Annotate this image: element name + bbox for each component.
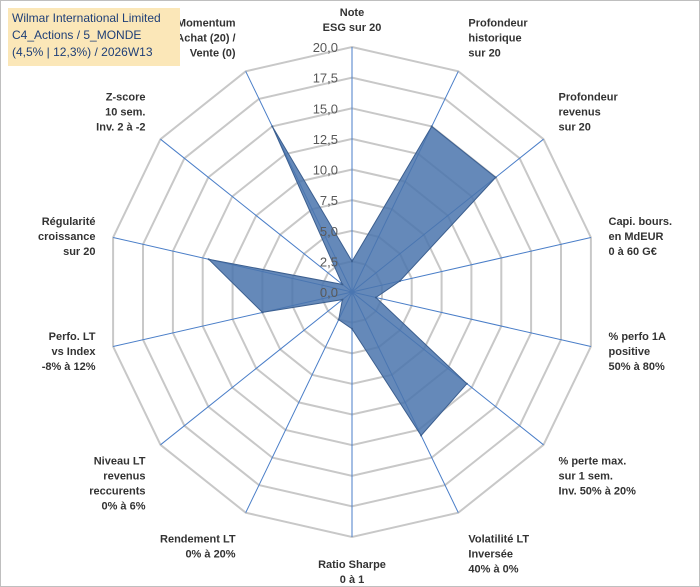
radar-series [207, 125, 497, 437]
axis-label-line: % perte max. [559, 456, 627, 468]
spoke-line [160, 138, 353, 293]
axis-label-2: Profondeur revenus sur 20 [559, 92, 619, 134]
tick-label: 12,5 [313, 132, 338, 147]
axis-label-7: Ratio Sharpe 0 à 1 [318, 559, 386, 586]
data-point [351, 260, 353, 263]
axis-label-line: Perfo. LT [49, 331, 96, 343]
axis-label-line: sur 20 [63, 246, 95, 258]
axis-label-line: vs Index [51, 346, 96, 358]
data-point [430, 125, 433, 128]
axis-label-line: 10 sem. [105, 107, 145, 119]
spoke-line [245, 291, 353, 513]
axis-label-line: Profondeur [559, 92, 619, 104]
data-point [374, 296, 377, 299]
data-point [271, 125, 274, 128]
axis-label-line: 0% à 6% [101, 501, 145, 513]
tick-label: 10,0 [313, 163, 338, 178]
axis-label-line: Inv. 50% à 20% [559, 486, 637, 498]
axis-label-6: Volatilité LT Inversée 40% à 0% [468, 533, 529, 575]
axis-label-line: croissance [38, 231, 95, 243]
data-point [207, 258, 210, 261]
axis-label-line: Note [340, 7, 364, 19]
spoke-line [160, 291, 353, 446]
tick-label: 7,5 [320, 193, 338, 208]
axis-label-13: Momentum Achat (20) / Vente (0) [176, 18, 236, 60]
tick-label: 2,5 [320, 254, 338, 269]
axis-label-line: Momentum [177, 18, 236, 30]
tick-label: 15,0 [313, 101, 338, 116]
data-point [351, 327, 353, 330]
axis-label-line: Capi. bours. [609, 216, 673, 228]
axis-label-line: 40% à 0% [468, 563, 518, 575]
category-label: C4_Actions / 5_MONDE [12, 28, 142, 42]
axis-label-10: Perfo. LT vs Index -8% à 12% [42, 331, 97, 373]
data-point [398, 280, 401, 283]
tick-label: 17,5 [313, 71, 338, 86]
axis-label-line: sur 20 [468, 48, 500, 60]
axis-label-line: revenus [103, 471, 145, 483]
data-point [337, 318, 340, 321]
axis-label-line: historique [468, 33, 521, 45]
axis-label-line: ESG sur 20 [323, 22, 382, 34]
axis-label-line: % perfo 1A [609, 331, 667, 343]
axis-label-line: Z-score [106, 92, 146, 104]
axis-label-line: Vente (0) [190, 48, 236, 60]
tick-label: 0,0 [320, 285, 338, 300]
axis-label-0: Note ESG sur 20 [323, 7, 382, 34]
axis-label-line: Rendement LT [160, 533, 236, 545]
axis-label-line: -8% à 12% [42, 361, 96, 373]
axis-label-line: 0% à 20% [185, 548, 235, 560]
axis-label-line: revenus [559, 107, 601, 119]
axis-label-line: Volatilité LT [468, 533, 529, 545]
spoke-line [351, 291, 592, 347]
axis-label-line: sur 1 sem. [559, 471, 613, 483]
axis-label-line: Régularité [42, 216, 96, 228]
axis-label-3: Capi. bours. en MdEUR 0 à 60 G€ [609, 216, 673, 258]
axis-label-line: reccurents [89, 486, 145, 498]
axis-label-line: Inversée [468, 548, 513, 560]
data-point [465, 382, 468, 385]
axis-label-line: Ratio Sharpe [318, 559, 386, 571]
axis-label-line: Niveau LT [94, 456, 146, 468]
axis-label-1: Profondeur historique sur 20 [468, 18, 528, 60]
data-point [420, 434, 423, 437]
axis-label-line: positive [609, 346, 651, 358]
axis-label-9: Niveau LT revenus reccurents 0% à 6% [89, 456, 146, 513]
info-box: Wilmar International Limited C4_Actions … [8, 8, 180, 66]
axis-label-line: Achat (20) / [176, 33, 235, 45]
data-point [494, 176, 497, 179]
axis-label-5: % perte max. sur 1 sem. Inv. 50% à 20% [559, 456, 637, 498]
axis-label-line: 0 à 60 G€ [609, 246, 657, 258]
axis-label-11: Régularité croissance sur 20 [38, 216, 95, 258]
stats-label: (4,5% | 12,3%) / 2026W13 [12, 45, 153, 59]
tick-label: 5,0 [320, 224, 338, 239]
axis-label-line: Inv. 2 à -2 [96, 122, 145, 134]
axis-label-line: Profondeur [468, 18, 528, 30]
axis-label-line: en MdEUR [609, 231, 664, 243]
data-point [261, 311, 264, 314]
axis-label-line: 50% à 80% [609, 361, 665, 373]
company-name: Wilmar International Limited [12, 11, 161, 25]
axis-label-line: sur 20 [559, 122, 591, 134]
axis-label-12: Z-score 10 sem. Inv. 2 à -2 [96, 92, 145, 134]
data-point [341, 298, 344, 301]
axis-label-line: 0 à 1 [340, 574, 364, 586]
tick-label: 20,0 [313, 40, 338, 55]
axis-label-4: % perfo 1A positive 50% à 80% [609, 331, 667, 373]
data-point [341, 283, 344, 286]
radar-axis-labels: Note ESG sur 20 Profondeur historique sur 20… [38, 7, 672, 586]
axis-label-8: Rendement LT 0% à 20% [160, 533, 236, 560]
radar-ticks: 0,0 2,5 5,0 7,5 10,0 12,5 15,0 17,5 20,0 [313, 40, 338, 300]
